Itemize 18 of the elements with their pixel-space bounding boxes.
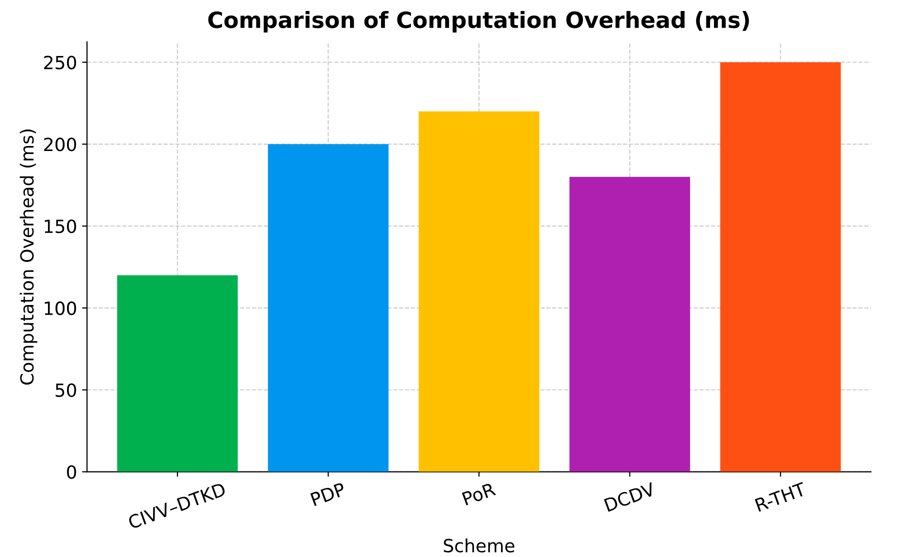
y-tick-label: 200 (44, 138, 76, 152)
x-axis-title: Scheme (444, 538, 514, 552)
y-tick-label: 250 (44, 56, 76, 70)
y-tick-label: 150 (44, 220, 76, 234)
chart-title: Comparison of Computation Overhead (ms) (208, 11, 749, 33)
bar (117, 275, 238, 472)
bar (418, 111, 540, 472)
y-tick-label: 50 (56, 383, 76, 397)
y-axis-title: Computation Overhead (ms) (20, 130, 38, 385)
bar (268, 144, 389, 472)
x-tick-label: PoR (462, 482, 496, 506)
x-tick-label: R-THT (754, 482, 807, 512)
x-tick-label: PDP (310, 482, 346, 506)
bar (569, 176, 690, 472)
x-tick-label: DCDV (604, 482, 656, 512)
y-tick-label: 0 (66, 465, 76, 479)
bar (720, 62, 841, 472)
y-tick-label: 100 (44, 301, 76, 316)
